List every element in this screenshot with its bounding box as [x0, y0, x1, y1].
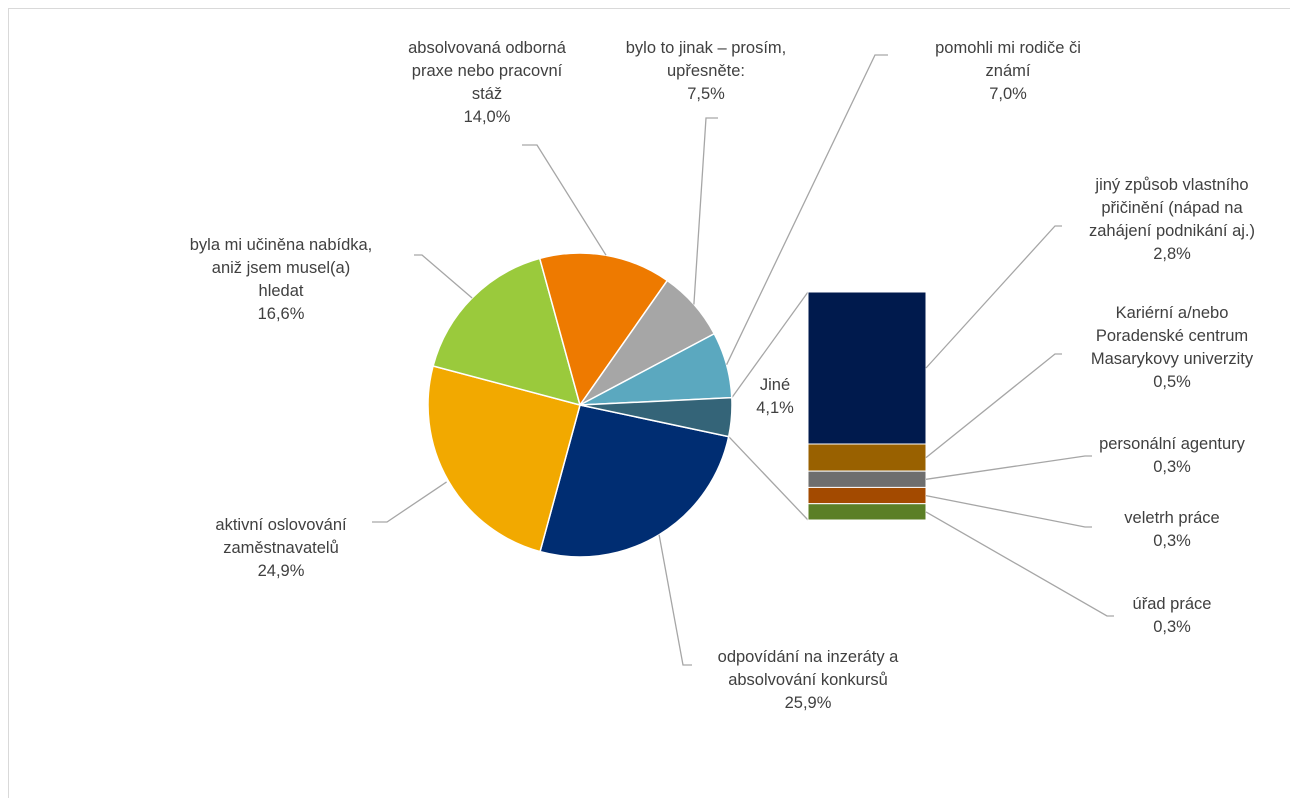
leader-line	[925, 494, 1092, 528]
connector-line	[728, 436, 809, 521]
pie-slices	[427, 252, 733, 558]
pie-slice	[427, 365, 581, 553]
leader-line	[372, 481, 447, 523]
connector-line	[731, 291, 809, 399]
stacked-bar	[807, 291, 927, 521]
pie-slice	[539, 404, 730, 558]
data-label: personální agentury 0,3%	[1099, 435, 1246, 476]
data-label: aktivní oslovování zaměstnavatelů 24,9%	[215, 516, 347, 580]
bar-segment	[807, 486, 927, 505]
leader-line	[658, 534, 692, 666]
leader-line	[726, 54, 888, 365]
bar-segment	[807, 443, 927, 472]
data-label: absolvovaná odborná praxe nebo pracovní st…	[408, 39, 567, 126]
data-label: odpovídání na inzeráty a absolvování konk…	[718, 648, 900, 712]
bar-segment	[807, 291, 927, 445]
leader-line	[925, 353, 1062, 459]
data-label: jiný způsob vlastního přičinění (nápad na…	[1089, 176, 1255, 263]
leader-line	[925, 511, 1114, 617]
data-label: byla mi učiněna nabídka, aniž jsem musel(…	[190, 236, 373, 323]
leader-line	[522, 144, 607, 256]
bar-segment	[807, 503, 927, 521]
leader-line	[693, 117, 718, 305]
bar-segment	[807, 470, 927, 488]
leader-line	[414, 254, 473, 299]
leader-lines	[372, 54, 1114, 666]
data-label: veletrh práce 0,3%	[1124, 509, 1219, 550]
pie-slice	[538, 252, 669, 407]
data-label: Kariérní a/nebo Poradenské centrum Masaryk…	[1091, 304, 1254, 391]
pie-slice	[579, 396, 733, 438]
data-labels: odpovídání na inzeráty a absolvování konk…	[190, 39, 1255, 712]
pie-bar-connectors	[728, 291, 809, 521]
data-label: úřad práce 0,3%	[1133, 595, 1212, 636]
data-label: bylo to jinak – prosím, upřesněte: 7,5%	[626, 39, 787, 103]
data-label: Jiné 4,1%	[756, 376, 794, 417]
leader-line	[925, 225, 1062, 369]
leader-line	[925, 455, 1092, 480]
data-label: pomohli mi rodiče či známí 7,0%	[935, 39, 1081, 103]
chart-area	[8, 8, 1290, 798]
